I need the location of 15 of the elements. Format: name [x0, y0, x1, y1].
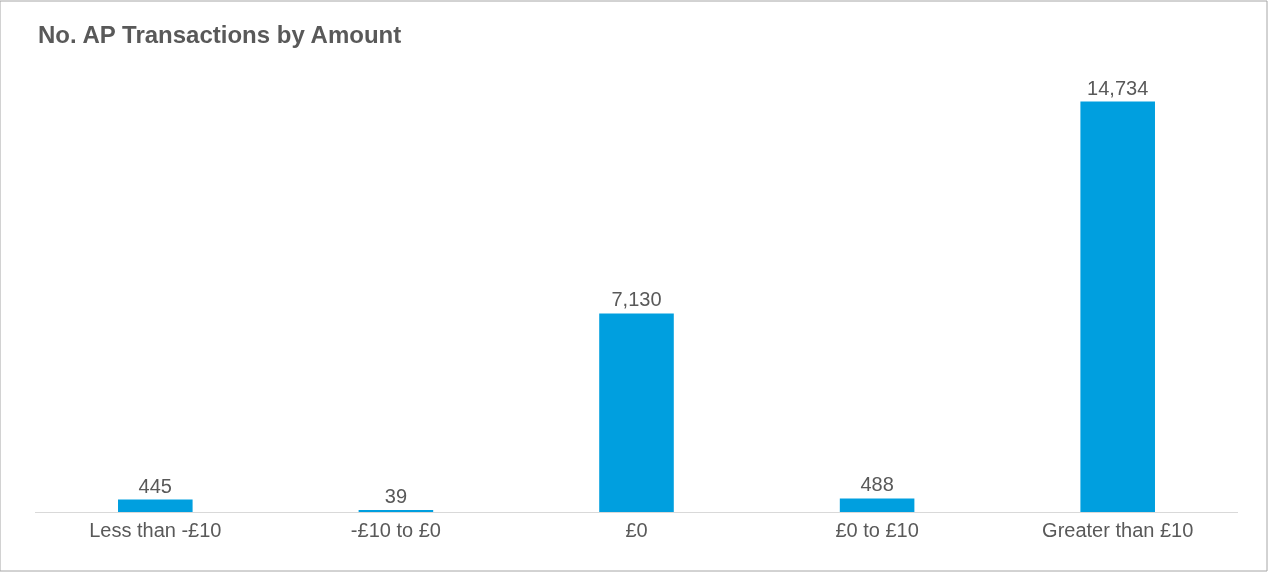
bar	[599, 313, 674, 512]
x-tick-label: £0	[625, 519, 648, 541]
bar	[839, 498, 915, 512]
x-tick-label: Less than -£10	[89, 519, 222, 541]
x-tick-label: Greater than £10	[1042, 519, 1194, 541]
data-label: 14,734	[1087, 76, 1149, 99]
x-tick-label: -£10 to £0	[350, 519, 441, 541]
bar	[118, 499, 193, 512]
data-label: 39	[384, 485, 408, 507]
data-label: 445	[138, 474, 172, 497]
bar	[1080, 101, 1155, 512]
data-label: 488	[860, 473, 894, 496]
x-tick-label: £0 to £10	[835, 519, 919, 541]
data-label: 7,130	[611, 288, 662, 311]
chart-title: No. AP Transactions by Amount	[38, 20, 402, 48]
